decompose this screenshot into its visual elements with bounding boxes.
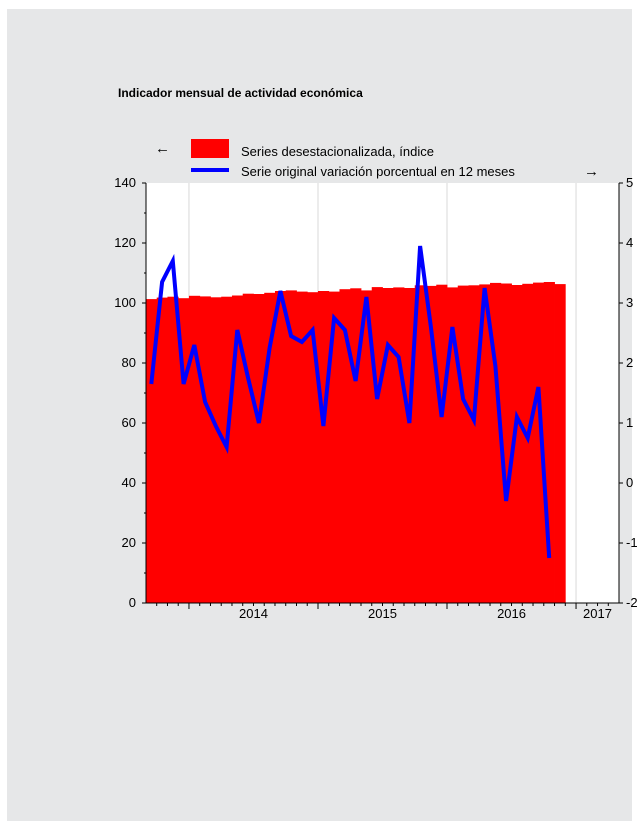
legend-swatch-bars <box>191 139 229 158</box>
bar-2013-12 <box>178 298 190 603</box>
left-tick-label: 100 <box>114 295 136 310</box>
left-tick-label: 120 <box>114 235 136 250</box>
bar-2016-07 <box>511 285 523 603</box>
bar-2016-10 <box>543 282 555 603</box>
bar-2015-03 <box>339 289 351 603</box>
bar-2015-06 <box>371 287 383 603</box>
bar-2015-12 <box>436 284 448 603</box>
left-tick-label: 140 <box>114 175 136 190</box>
bar-2016-04 <box>479 284 491 603</box>
right-tick-label: 1 <box>626 415 633 430</box>
line-series <box>149 245 552 559</box>
bar-2013-10 <box>156 297 168 603</box>
x-tick-label-2016: 2016 <box>497 606 526 621</box>
bar-2013-09 <box>145 299 158 603</box>
bar-2015-08 <box>393 287 405 603</box>
bar-2014-02 <box>199 296 211 603</box>
x-tick-label-2014: 2014 <box>239 606 268 621</box>
left-tick-label: 0 <box>129 595 136 610</box>
chart-title: Indicador mensual de actividad económica <box>118 86 363 100</box>
bar-series <box>145 282 566 603</box>
legend-label-bars: Series desestacionalizada, índice <box>241 144 434 159</box>
axes <box>142 182 623 609</box>
x-tick-label-2015: 2015 <box>368 606 397 621</box>
bar-2014-08 <box>264 292 276 603</box>
left-tick-label: 80 <box>122 355 136 370</box>
bar-2016-11 <box>554 284 566 603</box>
left-tick-label: 60 <box>122 415 136 430</box>
left-tick-label: 40 <box>122 475 136 490</box>
bar-2016-08 <box>522 283 534 603</box>
bar-2016-09 <box>533 282 545 603</box>
bar-2014-03 <box>210 297 222 603</box>
bar-2016-03 <box>468 285 480 603</box>
right-tick-label: 5 <box>626 175 633 190</box>
bar-2015-01 <box>317 291 330 603</box>
right-tick-label: 3 <box>626 295 633 310</box>
bar-2016-02 <box>457 285 469 603</box>
bar-2016-05 <box>490 282 502 603</box>
tick-labels: 0 20 40 60 80 100 120 140 -2 -1 0 1 2 3 4 5 2014 2015 2016… <box>114 175 637 621</box>
bar-2014-12 <box>307 292 319 603</box>
legend-right-arrow: → <box>584 163 599 180</box>
bar-2015-09 <box>404 288 416 603</box>
bar-2014-09 <box>274 291 287 603</box>
legend: ← Series desestacionalizada, índice Serie … <box>155 139 599 180</box>
bar-2014-01 <box>188 295 201 603</box>
bar-2015-04 <box>350 288 362 603</box>
line-path <box>149 245 552 559</box>
bar-2014-05 <box>231 295 244 603</box>
right-tick-label: 4 <box>626 235 633 250</box>
bar-2016-06 <box>500 283 512 603</box>
right-tick-label: 0 <box>626 475 633 490</box>
right-tick-label: -1 <box>626 535 638 550</box>
bar-2015-10 <box>414 285 426 603</box>
bar-2013-11 <box>167 296 179 603</box>
bar-2016-01 <box>447 287 459 603</box>
bar-2014-10 <box>285 290 297 603</box>
bar-2015-02 <box>328 291 340 603</box>
bar-2015-11 <box>425 285 437 603</box>
right-tick-label: -2 <box>626 595 638 610</box>
legend-label-line: Serie original variación porcentual en 1… <box>241 164 515 179</box>
bar-2015-05 <box>360 290 373 603</box>
bar-2014-06 <box>242 293 254 603</box>
bar-2014-07 <box>253 294 265 603</box>
left-tick-label: 20 <box>122 535 136 550</box>
legend-left-arrow: ← <box>155 140 170 157</box>
x-tick-label-2017: 2017 <box>583 606 612 621</box>
bar-2014-11 <box>296 291 308 603</box>
bar-2015-07 <box>382 288 394 603</box>
right-tick-label: 2 <box>626 355 633 370</box>
